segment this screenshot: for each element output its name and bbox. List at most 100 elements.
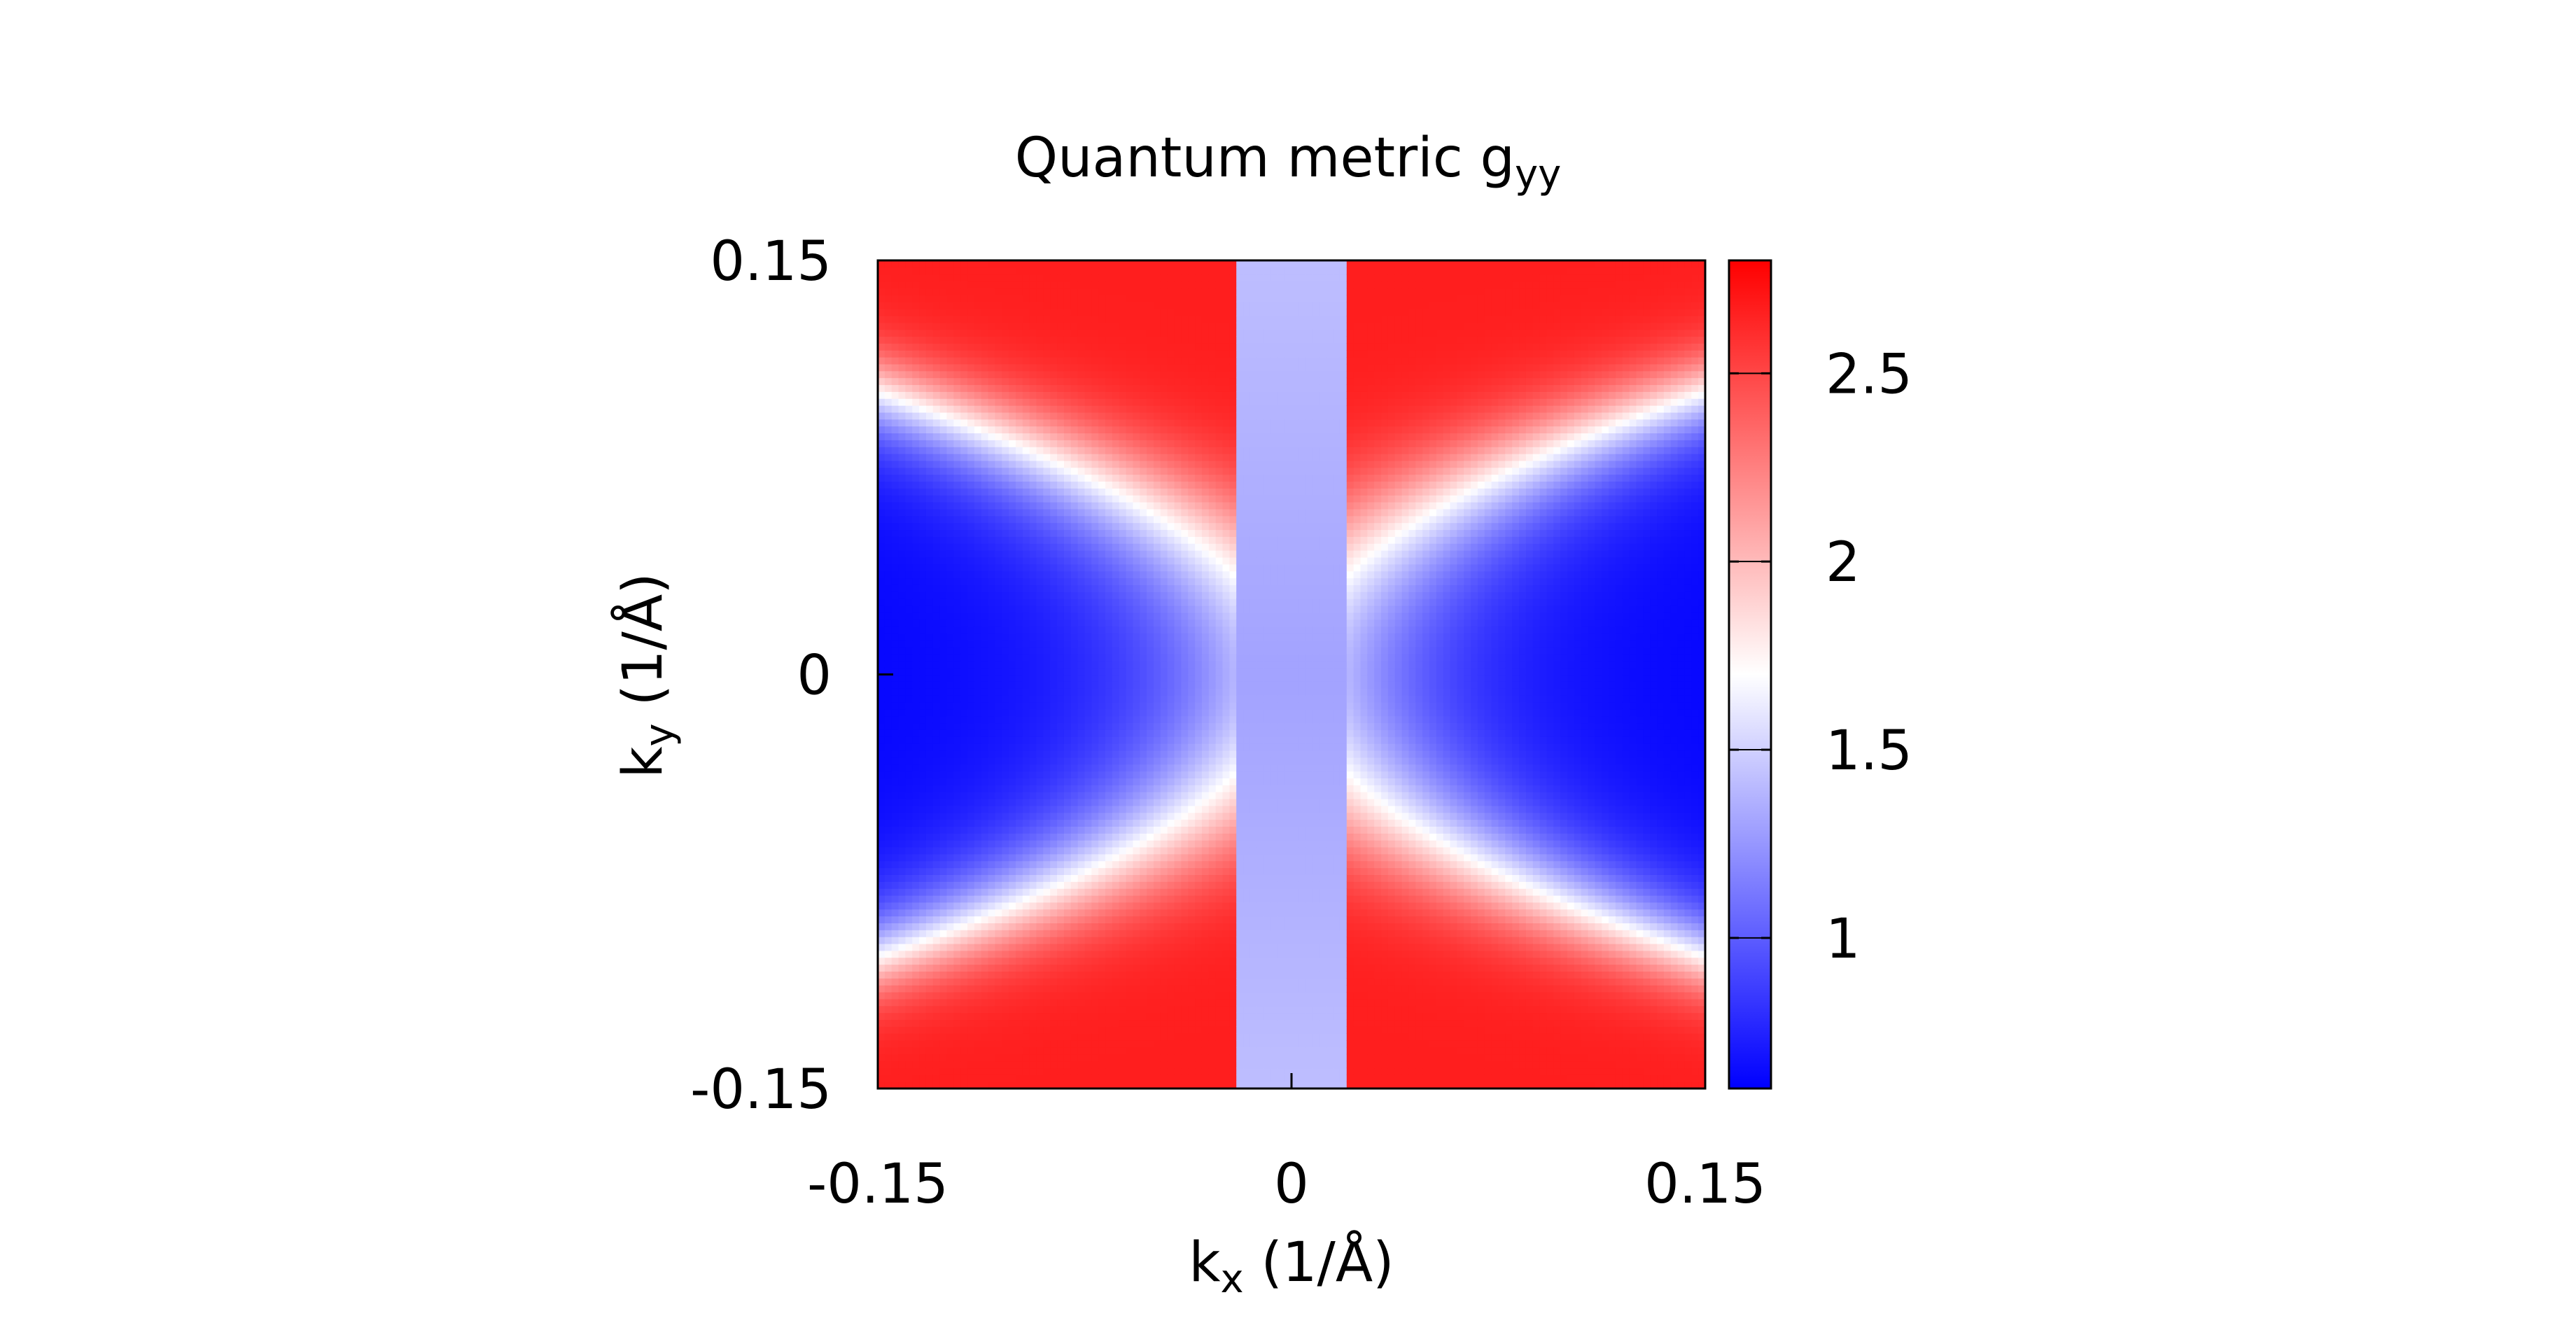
heatmap-cell	[1160, 598, 1168, 606]
heatmap-cell	[995, 578, 1002, 585]
heatmap-cell	[891, 1033, 899, 1041]
heatmap-cell	[1133, 757, 1140, 765]
heatmap-cell	[1009, 798, 1016, 806]
heatmap-cell	[891, 570, 899, 579]
heatmap-cell	[1009, 612, 1016, 620]
heatmap-cell	[1119, 846, 1127, 855]
heatmap-cell	[1002, 295, 1009, 302]
heatmap-cell	[974, 923, 982, 930]
heatmap-cell	[1036, 998, 1044, 1007]
heatmap-cell	[1043, 888, 1051, 896]
heatmap-cell	[1147, 991, 1154, 1000]
heatmap-cell	[1098, 833, 1106, 841]
heatmap-cell	[1091, 778, 1099, 785]
heatmap-cell	[1016, 1082, 1023, 1089]
heatmap-cell	[1147, 515, 1154, 524]
heatmap-cell	[1043, 853, 1051, 862]
heatmap-cell	[932, 916, 941, 923]
heatmap-cell	[1154, 522, 1161, 531]
heatmap-cell	[960, 488, 968, 496]
heatmap-cell	[1105, 529, 1113, 537]
heatmap-cell	[898, 633, 906, 640]
heatmap-cell	[1112, 653, 1120, 662]
heatmap-cell	[1140, 626, 1147, 634]
heatmap-cell	[988, 647, 996, 654]
heatmap-cell	[1036, 736, 1044, 744]
heatmap-cell	[939, 1005, 948, 1014]
heatmap-cell	[1126, 998, 1134, 1007]
heatmap-cell	[1036, 1082, 1044, 1089]
heatmap-cell	[925, 764, 934, 772]
heatmap-cell	[932, 909, 941, 917]
heatmap-cell	[884, 564, 892, 572]
heatmap-cell	[912, 957, 920, 965]
heatmap-cell	[1119, 978, 1127, 986]
heatmap-cell	[1126, 846, 1134, 855]
heatmap-cell	[1063, 543, 1072, 551]
heatmap-cell	[1043, 433, 1051, 440]
heatmap-cell	[1077, 937, 1086, 944]
heatmap-cell	[967, 267, 975, 275]
heatmap-cell	[1029, 1026, 1037, 1034]
heatmap-cell	[1105, 937, 1113, 944]
heatmap-cell	[898, 902, 906, 910]
heatmap-cell	[1119, 370, 1127, 379]
heatmap-cell	[1160, 860, 1168, 869]
heatmap-cell	[1029, 874, 1037, 882]
heatmap-cell	[1077, 433, 1086, 440]
heatmap-cell	[1070, 695, 1079, 703]
heatmap-cell	[1057, 543, 1065, 551]
heatmap-cell	[953, 426, 961, 434]
heatmap-cell	[974, 826, 982, 834]
heatmap-cell	[1154, 1026, 1161, 1034]
heatmap-cell	[1063, 695, 1072, 703]
heatmap-cell	[1057, 757, 1065, 765]
heatmap-cell	[905, 384, 913, 392]
heatmap-cell	[1084, 391, 1092, 399]
heatmap-cell	[1002, 564, 1009, 572]
heatmap-cell	[974, 398, 982, 406]
heatmap-cell	[1029, 357, 1037, 365]
heatmap-cell	[995, 288, 1002, 295]
heatmap-cell	[974, 1040, 982, 1048]
heatmap-cell	[1147, 860, 1154, 869]
heatmap-cell	[905, 681, 913, 689]
heatmap-cell	[1098, 937, 1106, 944]
heatmap-cell	[1016, 1040, 1023, 1048]
heatmap-cell	[1133, 447, 1140, 454]
heatmap-cell	[1154, 467, 1161, 475]
heatmap-cell	[1098, 1082, 1106, 1089]
heatmap-cell	[1063, 991, 1072, 1000]
heatmap-cell	[1147, 853, 1154, 862]
heatmap-cell	[1084, 923, 1092, 930]
heatmap-cell	[953, 681, 961, 689]
heatmap-cell	[1105, 592, 1113, 599]
heatmap-cell	[1084, 315, 1092, 323]
heatmap-cell	[1063, 398, 1072, 406]
heatmap-cell	[1070, 971, 1079, 979]
heatmap-cell	[1098, 964, 1106, 972]
heatmap-cell	[884, 612, 892, 620]
heatmap-cell	[1077, 502, 1086, 510]
heatmap-cell	[967, 846, 975, 855]
heatmap-cell	[912, 619, 920, 627]
heatmap-cell	[1036, 812, 1044, 820]
heatmap-cell	[878, 536, 886, 544]
heatmap-cell	[1140, 1019, 1147, 1027]
heatmap-cell	[932, 640, 941, 648]
heatmap-cell	[1063, 853, 1072, 862]
heatmap-cell	[946, 881, 954, 889]
heatmap-cell	[878, 529, 886, 537]
heatmap-cell	[1119, 771, 1127, 778]
heatmap-cell	[932, 647, 941, 654]
heatmap-cell	[1133, 288, 1140, 295]
heatmap-cell	[1091, 619, 1099, 627]
heatmap-cell	[1043, 736, 1051, 744]
heatmap-cell	[932, 267, 941, 275]
heatmap-cell	[1070, 1019, 1079, 1027]
heatmap-cell	[1112, 522, 1120, 531]
heatmap-cell	[898, 826, 906, 834]
heatmap-cell	[1084, 937, 1092, 944]
heatmap-cell	[884, 916, 892, 923]
heatmap-cell	[932, 674, 941, 682]
